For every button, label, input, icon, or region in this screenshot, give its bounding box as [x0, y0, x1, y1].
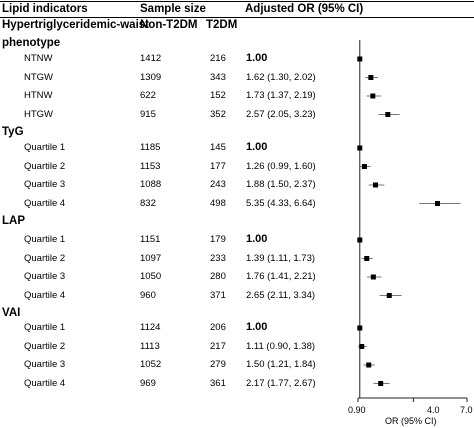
top-rule	[0, 1, 474, 2]
non-t2dm-count: 969	[140, 377, 156, 389]
header-sample-size: Sample size	[140, 3, 206, 15]
header-phenotype-line2: phenotype	[2, 37, 61, 49]
row-label: Quartile 1	[24, 142, 66, 153]
row-label: Quartile 2	[24, 160, 66, 172]
non-t2dm-count: 1113	[140, 340, 160, 352]
row-label: Quartile 1	[24, 234, 66, 245]
group-label: TyG	[2, 126, 24, 138]
header-non-t2dm: Non-T2DM	[140, 19, 198, 31]
t2dm-count: 206	[210, 322, 226, 333]
point-estimate-marker	[366, 362, 372, 368]
t2dm-count: 279	[210, 359, 226, 370]
adjusted-or-value: 1.00	[246, 52, 268, 64]
t2dm-count: 179	[210, 234, 226, 245]
x-tick-label-1: 4.0	[427, 405, 440, 415]
point-estimate-marker	[435, 201, 441, 206]
point-estimate-marker	[370, 274, 376, 280]
row-label: Quartile 3	[24, 271, 66, 282]
t2dm-count: 361	[210, 377, 226, 389]
point-estimate-marker	[385, 112, 391, 117]
point-estimate-marker	[370, 93, 376, 99]
row-label: HTGW	[24, 108, 54, 120]
point-estimate-marker	[357, 237, 363, 243]
adjusted-or-value: 1.11 (0.90, 1.38)	[246, 340, 316, 352]
adjusted-or-value: 2.57 (2.05, 3.23)	[246, 108, 316, 120]
t2dm-count: 243	[210, 179, 226, 190]
t2dm-count: 233	[210, 252, 226, 264]
row-label: Quartile 4	[24, 197, 66, 209]
non-t2dm-count: 622	[140, 90, 156, 101]
t2dm-count: 145	[210, 142, 226, 153]
non-t2dm-count: 960	[140, 289, 156, 301]
adjusted-or-value: 1.00	[246, 321, 268, 333]
t2dm-count: 371	[210, 289, 226, 301]
non-t2dm-count: 832	[140, 197, 156, 209]
header-adjusted-or: Adjusted OR (95% CI)	[245, 3, 364, 15]
t2dm-count: 280	[210, 271, 226, 282]
row-label: Quartile 3	[24, 359, 66, 370]
row-label: Quartile 1	[24, 322, 66, 333]
t2dm-count: 152	[210, 90, 226, 101]
adjusted-or-value: 2.17 (1.77, 2.67)	[246, 377, 316, 389]
adjusted-or-value: 1.73 (1.37, 2.19)	[246, 90, 316, 101]
header-t2dm: T2DM	[206, 19, 238, 31]
t2dm-count: 498	[210, 197, 226, 209]
row-label: NTGW	[24, 71, 54, 83]
x-tick-label-0: 0.90	[348, 405, 366, 415]
non-t2dm-count: 1052	[140, 359, 162, 370]
t2dm-count: 352	[210, 108, 226, 120]
point-estimate-marker	[364, 256, 370, 261]
non-t2dm-count: 1088	[140, 179, 162, 190]
row-label: HTNW	[24, 90, 53, 101]
row-label: NTNW	[24, 53, 53, 64]
row-label: Quartile 2	[24, 340, 66, 352]
t2dm-count: 217	[210, 340, 226, 352]
adjusted-or-value: 1.00	[246, 141, 268, 153]
adjusted-or-value: 1.39 (1.11, 1.73)	[246, 252, 316, 264]
group-label: VAI	[2, 307, 21, 319]
point-estimate-marker	[357, 145, 363, 151]
t2dm-count: 343	[210, 71, 226, 83]
adjusted-or-value: 1.88 (1.50, 2.37)	[246, 179, 316, 190]
adjusted-or-value: 1.26 (0.99, 1.60)	[246, 160, 316, 172]
row-label: Quartile 4	[24, 289, 66, 301]
row-label: Quartile 3	[24, 179, 66, 190]
adjusted-or-value: 1.50 (1.21, 1.84)	[246, 359, 316, 370]
point-estimate-marker	[386, 293, 392, 298]
point-estimate-marker	[359, 344, 365, 349]
non-t2dm-count: 1124	[140, 322, 161, 333]
row-label: Quartile 4	[24, 377, 66, 389]
adjusted-or-value: 5.35 (4.33, 6.64)	[246, 197, 316, 209]
t2dm-count: 177	[210, 160, 226, 172]
non-t2dm-count: 1185	[140, 142, 161, 153]
point-estimate-marker	[368, 75, 374, 80]
non-t2dm-count: 1153	[140, 160, 161, 172]
x-axis-label: OR (95% CI)	[385, 416, 437, 426]
row-label: Quartile 2	[24, 252, 66, 264]
header-indicator: Lipid indicators	[2, 3, 88, 15]
non-t2dm-count: 1097	[140, 252, 162, 264]
adjusted-or-value: 1.76 (1.41, 2.21)	[246, 271, 316, 282]
point-estimate-marker	[357, 325, 363, 331]
non-t2dm-count: 915	[140, 108, 156, 120]
point-estimate-marker	[361, 164, 367, 169]
group-label: LAP	[2, 215, 25, 227]
x-tick-label-2: 7.0	[460, 405, 473, 415]
point-estimate-marker	[357, 56, 363, 62]
non-t2dm-count: 1412	[140, 53, 162, 64]
adjusted-or-value: 2.65 (2.11, 3.34)	[246, 289, 316, 301]
adjusted-or-value: 1.00	[246, 233, 268, 245]
non-t2dm-count: 1151	[140, 234, 161, 245]
point-estimate-marker	[373, 182, 379, 188]
t2dm-count: 216	[210, 53, 226, 64]
point-estimate-marker	[378, 381, 384, 386]
non-t2dm-count: 1309	[140, 71, 162, 83]
adjusted-or-value: 1.62 (1.30, 2.02)	[246, 71, 316, 83]
non-t2dm-count: 1050	[140, 271, 162, 282]
header-rule	[0, 17, 474, 18]
header-phenotype-line1: Hypertriglyceridemic-waist	[2, 19, 150, 31]
